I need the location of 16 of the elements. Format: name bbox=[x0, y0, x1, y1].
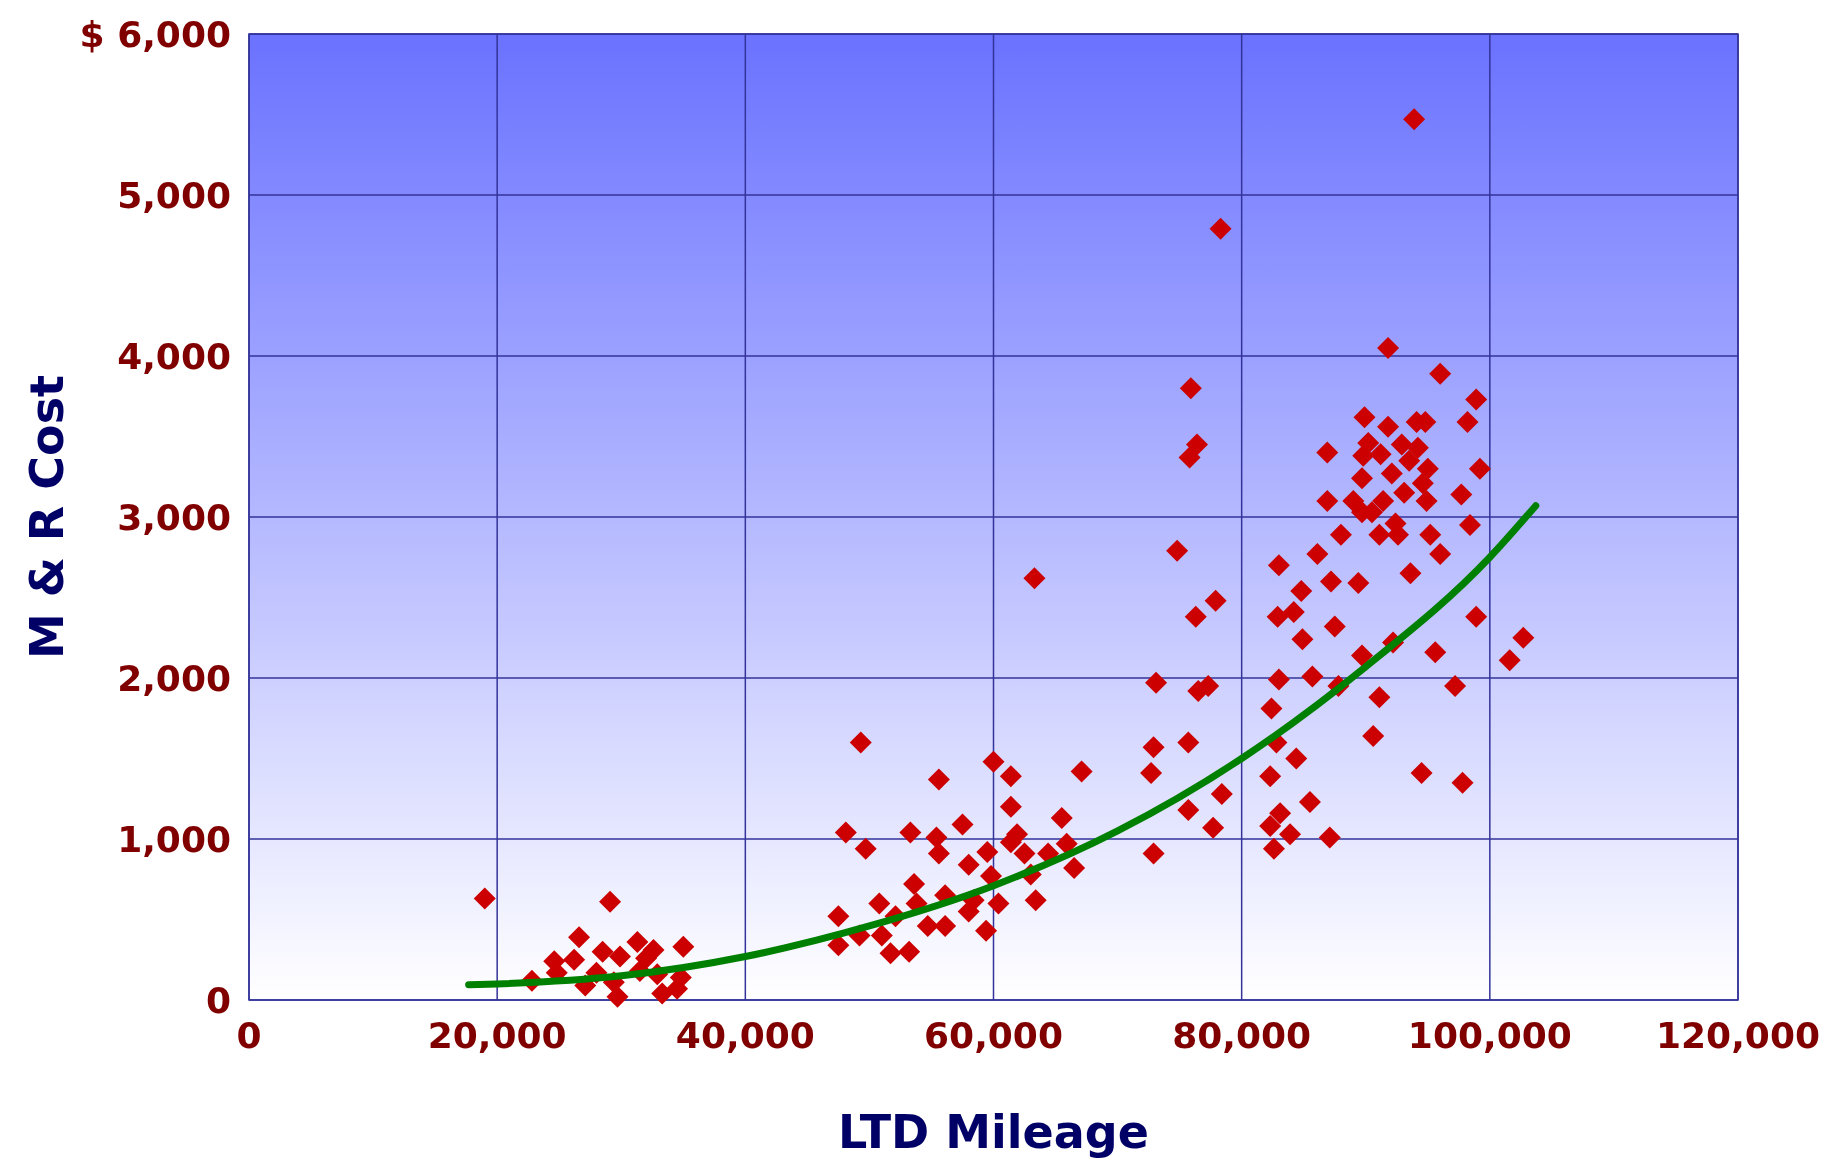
y-tick-label: 4,000 bbox=[117, 335, 231, 377]
y-tick-label: 0 bbox=[205, 979, 231, 1021]
y-tick-label: $ 6,000 bbox=[79, 13, 231, 55]
x-tick-label: 20,000 bbox=[427, 1015, 567, 1056]
y-tick-label: 2,000 bbox=[117, 657, 231, 699]
x-tick-label: 120,000 bbox=[1656, 1015, 1820, 1056]
x-tick-label: 0 bbox=[236, 1015, 262, 1056]
y-tick-label: 1,000 bbox=[117, 818, 231, 860]
y-tick-label: 5,000 bbox=[117, 174, 231, 216]
y-axis-title: M & R Cost bbox=[20, 374, 74, 660]
x-tick-label: 60,000 bbox=[924, 1015, 1063, 1056]
x-tick-label: 40,000 bbox=[675, 1015, 815, 1056]
x-tick-label: 80,000 bbox=[1172, 1015, 1312, 1056]
x-axis-title: LTD Mileage bbox=[838, 1105, 1149, 1159]
x-tick-label: 100,000 bbox=[1407, 1015, 1572, 1056]
y-tick-label: 3,000 bbox=[117, 496, 231, 538]
